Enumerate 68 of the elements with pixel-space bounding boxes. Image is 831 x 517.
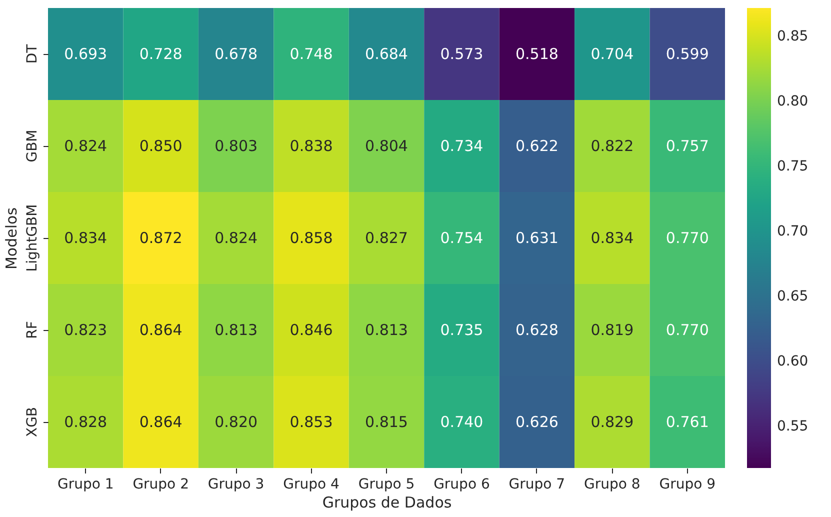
data-label: 0.813 [365, 321, 408, 339]
color-bar-label: 0.60 [777, 353, 808, 370]
color-bar-label: 0.55 [777, 418, 808, 434]
data-label: 0.622 [515, 137, 558, 155]
color-bar-label: 0.75 [777, 158, 808, 175]
data-label: 0.740 [440, 413, 484, 431]
data-label: 0.834 [590, 229, 634, 247]
data-label: 0.815 [365, 413, 408, 431]
y-tick-label: LightGBM [24, 204, 40, 272]
data-label: 0.693 [64, 45, 108, 63]
x-tick-label: Grupo 1 [57, 476, 114, 492]
x-tick-label: Grupo 9 [659, 476, 716, 492]
data-label: 0.770 [666, 321, 709, 339]
y-tick-label: XGB [24, 406, 40, 438]
y-axis-title: Modelos [2, 207, 20, 270]
data-label: 0.813 [214, 321, 258, 339]
data-label: 0.846 [290, 321, 333, 339]
data-label: 0.819 [590, 321, 634, 339]
data-label: 0.735 [440, 321, 484, 339]
data-label: 0.734 [440, 137, 484, 155]
color-bar-label: 0.65 [777, 288, 808, 304]
x-tick-label: Grupo 8 [584, 476, 640, 492]
data-label: 0.864 [139, 413, 182, 431]
data-label: 0.748 [290, 45, 333, 63]
data-label: 0.834 [64, 229, 108, 247]
data-label: 0.631 [515, 229, 558, 247]
data-label: 0.518 [515, 45, 558, 63]
data-label: 0.872 [139, 229, 182, 247]
x-tick-label: Grupo 6 [434, 476, 490, 492]
data-label: 0.850 [139, 137, 182, 155]
x-tick-label: Grupo 5 [358, 476, 415, 492]
color-bar-label: 0.85 [777, 28, 808, 45]
data-label: 0.704 [590, 45, 634, 63]
x-tick-label: Grupo 3 [208, 476, 264, 492]
data-label: 0.824 [214, 229, 258, 247]
data-label: 0.684 [365, 45, 408, 63]
data-label: 0.678 [214, 45, 258, 63]
data-label: 0.827 [365, 229, 408, 247]
y-tick-label: DT [24, 44, 40, 64]
data-label: 0.820 [214, 413, 258, 431]
data-label: 0.838 [290, 137, 333, 155]
data-label: 0.599 [666, 45, 709, 63]
data-label: 0.823 [64, 321, 108, 339]
data-label: 0.770 [666, 229, 709, 247]
data-label: 0.828 [64, 413, 108, 431]
data-label: 0.728 [139, 45, 182, 63]
x-tick-label: Grupo 2 [132, 476, 189, 492]
data-label: 0.754 [440, 229, 484, 247]
data-label: 0.824 [64, 137, 108, 155]
data-label: 0.858 [290, 229, 333, 247]
data-label: 0.628 [515, 321, 558, 339]
color-bar-label: 0.80 [777, 94, 808, 110]
data-label: 0.757 [666, 137, 709, 155]
data-label: 0.626 [515, 413, 558, 431]
data-label: 0.573 [440, 45, 484, 63]
data-label: 0.829 [590, 413, 634, 431]
data-label: 0.822 [590, 137, 634, 155]
color-bar-label: 0.70 [777, 224, 808, 240]
y-tick-label: RF [24, 321, 40, 339]
data-label: 0.761 [666, 413, 709, 431]
data-label: 0.864 [139, 321, 182, 339]
data-label: 0.853 [290, 413, 333, 431]
x-tick-label: Grupo 4 [283, 476, 340, 492]
x-tick-label: Grupo 7 [508, 476, 566, 492]
data-label: 0.803 [214, 137, 258, 155]
data-label: 0.804 [365, 137, 408, 155]
x-axis-title: Grupos de Dados [322, 494, 452, 512]
y-tick-label: GBM [24, 130, 40, 162]
